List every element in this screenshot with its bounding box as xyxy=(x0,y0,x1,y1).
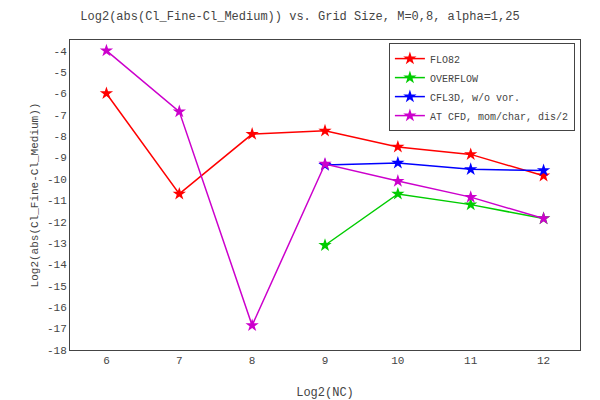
svg-text:-10: -10 xyxy=(47,174,67,186)
svg-text:-11: -11 xyxy=(47,195,67,207)
svg-text:-7: -7 xyxy=(54,110,67,122)
svg-text:9: 9 xyxy=(322,355,329,367)
svg-text:FLO82: FLO82 xyxy=(430,55,460,66)
svg-text:-18: -18 xyxy=(47,345,67,357)
svg-text:Log2(NC): Log2(NC) xyxy=(296,386,354,400)
svg-text:-13: -13 xyxy=(47,238,67,250)
svg-text:-15: -15 xyxy=(47,281,67,293)
svg-text:AT CFD, mom/char, dis/2: AT CFD, mom/char, dis/2 xyxy=(430,112,568,123)
svg-text:-6: -6 xyxy=(54,88,67,100)
svg-text:10: 10 xyxy=(391,355,404,367)
svg-text:6: 6 xyxy=(103,355,110,367)
svg-text:CFL3D, w/o vor.: CFL3D, w/o vor. xyxy=(430,93,520,104)
svg-text:8: 8 xyxy=(249,355,256,367)
svg-text:-14: -14 xyxy=(47,259,67,271)
svg-text:-16: -16 xyxy=(47,302,67,314)
svg-text:OVERFLOW: OVERFLOW xyxy=(430,74,478,85)
svg-text:-12: -12 xyxy=(47,217,67,229)
svg-text:Log2(abs(Cl_Fine-Cl_Medium)): Log2(abs(Cl_Fine-Cl_Medium)) xyxy=(29,103,41,288)
svg-text:-8: -8 xyxy=(54,131,67,143)
svg-text:7: 7 xyxy=(176,355,183,367)
svg-text:11: 11 xyxy=(464,355,478,367)
svg-text:-5: -5 xyxy=(54,67,67,79)
svg-text:Log2(abs(Cl_Fine-Cl_Medium)) v: Log2(abs(Cl_Fine-Cl_Medium)) vs. Grid Si… xyxy=(80,10,519,24)
svg-text:-17: -17 xyxy=(47,323,67,335)
svg-text:-4: -4 xyxy=(54,46,68,58)
svg-text:12: 12 xyxy=(537,355,550,367)
svg-text:-9: -9 xyxy=(54,152,67,164)
